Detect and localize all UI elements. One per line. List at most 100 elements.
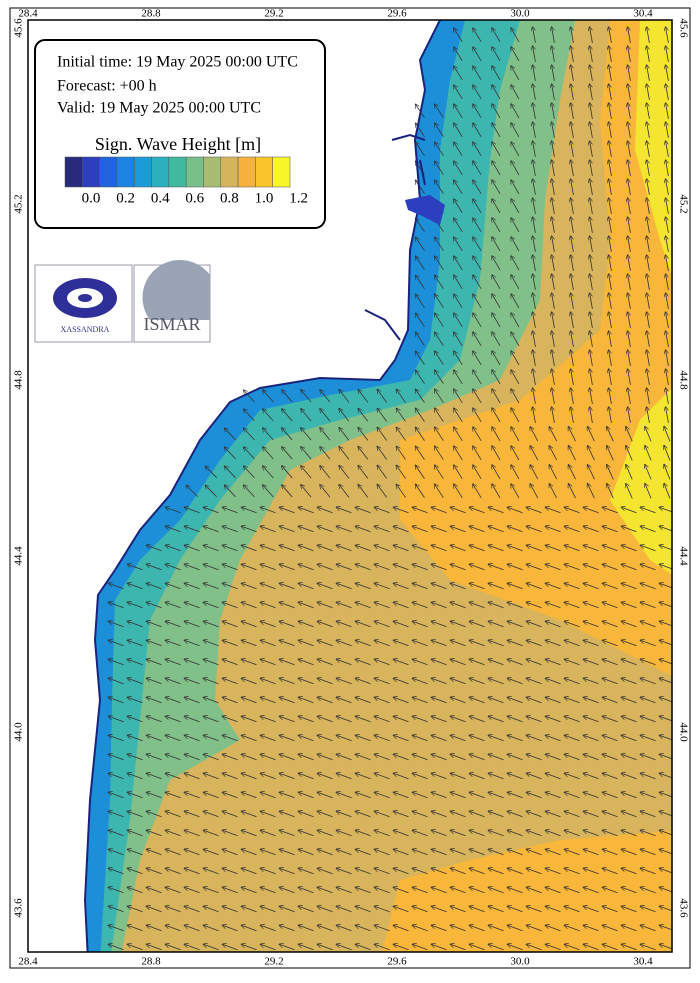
wave-arrow [184,583,200,590]
wave-arrow [355,564,371,571]
wave-arrow [607,446,614,461]
wave-arrow [488,716,504,723]
wave-arrow [108,716,124,723]
wave-arrow [602,849,618,856]
x-axis-label: 28.8 [141,956,161,968]
wave-arrow [165,583,181,590]
wave-arrow [260,830,276,837]
wave-arrow [666,122,669,138]
wave-arrow [545,944,561,951]
wave-arrow [317,545,333,552]
wave-arrow [431,526,447,533]
wave-arrow [533,312,536,328]
wave-arrow [659,849,672,855]
wave-arrow [640,754,656,761]
wave-arrow [298,602,314,609]
map-frame [27,19,673,953]
wave-arrow [241,716,257,723]
wave-arrow [317,773,333,780]
wave-arrow [659,811,672,817]
wave-arrow [244,428,255,441]
wave-arrow [645,427,652,442]
wave-arrow [488,621,504,628]
wave-arrow [469,716,485,723]
wave-arrow [374,773,390,780]
y-axis-label: 44.8 [13,370,25,390]
wave-arrow [431,678,447,685]
wave-arrow [507,944,523,951]
wave-arrow [279,640,295,647]
wave-arrow [469,754,485,761]
wave-arrow [621,621,637,628]
wave-arrow [222,716,238,723]
wave-arrow [317,697,333,704]
wave-arrow [571,331,574,347]
wave-arrow [533,198,536,214]
wave-arrow [374,678,390,685]
wave-arrow [621,944,637,951]
wave-arrow [564,507,580,514]
wave-arrow [628,388,631,404]
wave-arrow [298,906,314,913]
wave-arrow [336,545,352,552]
wave-arrow [590,122,593,138]
wave-arrow [416,332,425,346]
wave-arrow [473,332,482,347]
wave-arrow [666,217,669,233]
wave-arrow [241,545,257,552]
wave-arrow [374,944,390,951]
wave-arrow [492,104,501,119]
wave-arrow [659,792,672,798]
wave-arrow [282,390,293,403]
wave-arrow [628,255,631,271]
wave-arrow [511,351,520,366]
wave-arrow [146,868,162,875]
wave-arrow [473,142,482,157]
wave-arrow [492,408,501,423]
wave-arrow [435,351,444,365]
wave-arrow [165,640,181,647]
wave-arrow [450,925,466,932]
wave-arrow [666,236,669,252]
wave-arrow [590,293,593,309]
wave-arrow [659,659,672,665]
wave-arrow [241,659,257,666]
wave-arrow [279,925,295,932]
wave-arrow [640,564,656,571]
wave-arrow [526,887,542,894]
colorbar-swatch [151,156,170,188]
wave-arrow [412,887,428,894]
wave-arrow [279,773,295,780]
wave-arrow [412,583,428,590]
wave-arrow [336,792,352,799]
wave-arrow [552,312,555,328]
wave-arrow [108,887,124,894]
wave-arrow [552,388,555,404]
wave-arrow [640,773,656,780]
wave-arrow [492,275,501,290]
wave-arrow [146,621,162,628]
wave-arrow [659,906,672,912]
wave-arrow [533,103,536,119]
wave-arrow [545,507,561,514]
wave-arrow [568,427,576,442]
wave-arrow [628,27,631,43]
wave-arrow [533,350,536,366]
wave-arrow [374,887,390,894]
wave-arrow [336,507,352,514]
wave-arrow [511,199,520,214]
wave-arrow [222,830,238,837]
wave-arrow [450,678,466,685]
wave-arrow [416,465,425,479]
wave-arrow [492,351,501,366]
wave-arrow [393,640,409,647]
wave-arrow [588,427,595,442]
wave-arrow [609,160,612,176]
wave-arrow [628,312,631,328]
wave-arrow [526,925,542,932]
wave-arrow [473,351,482,366]
wave-arrow [640,640,656,647]
wave-arrow [488,792,504,799]
wave-arrow [454,370,463,384]
